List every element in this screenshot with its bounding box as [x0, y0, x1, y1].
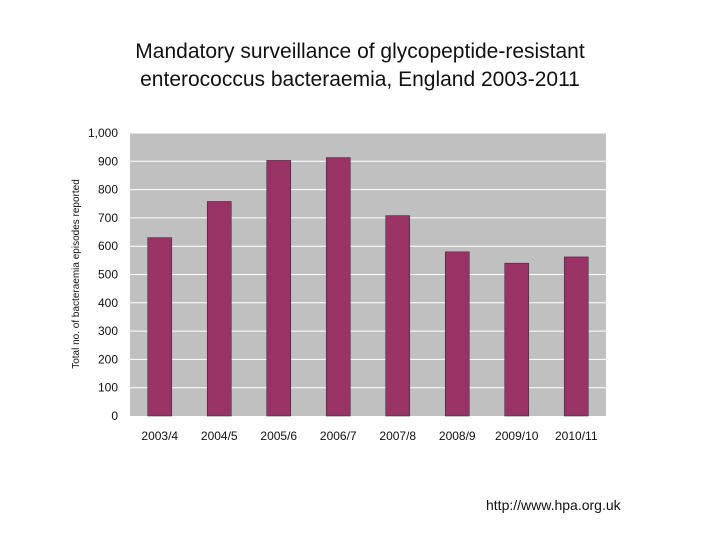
title-line-2: enterococcus bacteraemia, England 2003-2… [140, 68, 580, 91]
bars [147, 157, 589, 417]
x-tick-label: 2004/5 [201, 429, 238, 443]
bar [206, 201, 232, 417]
y-tick-label: 500 [98, 268, 118, 282]
y-tick-label: 400 [98, 296, 118, 310]
x-tick-label: 2009/10 [495, 429, 539, 443]
y-tick-label: 800 [98, 183, 118, 197]
title-line-1: Mandatory surveillance of glycopeptide-r… [135, 40, 585, 63]
y-tick-label: 200 [98, 352, 118, 366]
y-tick-label: 900 [98, 154, 118, 168]
x-tick-label: 2006/7 [320, 429, 357, 443]
x-tick-label: 2005/6 [260, 429, 297, 443]
bar [504, 262, 530, 417]
y-axis-ticks: 0 100 200 300 400 500 600 700 800 900 1,000 [88, 126, 118, 423]
y-tick-label: 600 [98, 239, 118, 253]
bar [385, 215, 411, 417]
x-tick-label: 2010/11 [555, 429, 598, 443]
y-tick-label: 1,000 [88, 126, 118, 140]
slide-title: Mandatory surveillance of glycopeptide-r… [0, 38, 720, 94]
x-tick-label: 2003/4 [141, 429, 178, 443]
bar [147, 237, 173, 417]
y-axis-label: Total no. of bacteraemia episodes report… [71, 179, 82, 369]
x-tick-label: 2007/8 [379, 429, 416, 443]
bar [563, 256, 589, 417]
bar [266, 160, 292, 417]
bar [325, 157, 351, 417]
x-axis-ticks: 2003/4 2004/5 2005/6 2006/7 2007/8 2008/9 2009… [141, 429, 597, 443]
y-tick-label: 0 [111, 409, 118, 423]
y-tick-label: 700 [98, 211, 118, 225]
bar [444, 251, 470, 417]
y-tick-label: 300 [98, 324, 118, 338]
x-tick-label: 2008/9 [439, 429, 476, 443]
y-tick-label: 100 [98, 381, 118, 395]
source-url: http://www.hpa.org.uk [486, 497, 621, 513]
